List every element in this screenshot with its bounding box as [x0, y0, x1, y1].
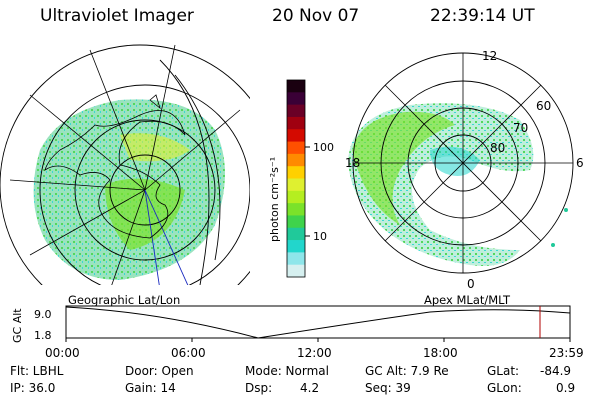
y-tick-9: 9.0 [34, 308, 52, 321]
gain-label: Gain: 14 [125, 381, 176, 395]
dsp-value: 4.2 [300, 381, 320, 395]
x-tick-0000: 00:00 [45, 346, 80, 360]
glon-label: GLon: [487, 381, 522, 395]
x-tick-2359: 23:59 [549, 346, 584, 360]
mlat-label-60: 60 [536, 99, 551, 113]
seq-label: Seq: 39 [365, 381, 411, 395]
colorbar-stripe [287, 153, 305, 167]
x-tick-1200: 12:00 [297, 346, 332, 360]
right-panel-caption: Apex MLat/MLT [424, 293, 511, 307]
colorbar-tick-10: 10 [313, 230, 327, 243]
colorbar-stripe [287, 116, 305, 130]
colorbar-stripe [287, 203, 305, 216]
coastline [44, 110, 186, 239]
time-label: 22:39:14 UT [430, 6, 535, 26]
altitude-curve [65, 306, 571, 339]
date-label: 20 Nov 07 [272, 6, 360, 26]
colorbar-stripe [287, 240, 305, 253]
colorbar-stripe [287, 227, 305, 241]
glat-value: -84.9 [540, 364, 572, 378]
colorbar-stripe [287, 166, 305, 179]
dsp-label: Dsp: [245, 381, 273, 395]
mlat-label-70: 70 [513, 121, 528, 135]
ip-label: IP: 36.0 [10, 381, 56, 395]
colorbar-stripe [287, 92, 305, 106]
instrument-title: Ultraviolet Imager [40, 6, 194, 26]
mlt-label-12: 12 [482, 49, 497, 63]
colorbar-stripe [287, 215, 305, 229]
colorbar-stripe [287, 141, 305, 155]
glat-label: GLat: [487, 364, 520, 378]
mlt-label-18: 18 [345, 156, 360, 170]
colorbar-tick-100: 100 [313, 141, 334, 154]
timeline-y-label: GC Alt [11, 308, 24, 343]
mlt-label-0: 0 [467, 277, 475, 291]
door-label: Door: Open [125, 364, 194, 378]
left-panel-caption: Geographic Lat/Lon [68, 293, 181, 307]
x-tick-0600: 06:00 [171, 346, 206, 360]
mlt-label-6: 6 [576, 156, 584, 170]
x-tick-1800: 18:00 [423, 346, 458, 360]
filter-label: Flt: LBHL [10, 364, 64, 378]
glon-value: 0.9 [556, 381, 576, 395]
colorbar-stripe [287, 129, 305, 143]
colorbar-stripe [287, 80, 305, 93]
gc-alt-label: GC Alt: 7.9 Re [365, 364, 449, 378]
colorbar-stripe [287, 104, 305, 118]
colorbar-stripe [287, 178, 305, 192]
mode-label: Mode: Normal [245, 364, 329, 378]
colorbar-stripe [287, 252, 305, 266]
mlat-label-80: 80 [490, 141, 505, 155]
colorbar-stripe [287, 190, 305, 204]
colorbar-unit-label: photon cm⁻²s⁻¹ [268, 157, 281, 242]
colorbar-stripe [287, 264, 305, 278]
y-tick-1-8: 1.8 [34, 329, 52, 342]
